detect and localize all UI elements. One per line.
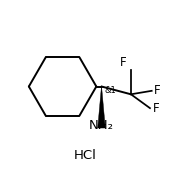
Text: HCl: HCl [74,149,97,162]
Text: F: F [120,56,127,69]
Text: &1: &1 [105,86,117,95]
Polygon shape [98,86,105,128]
Text: NH₂: NH₂ [89,119,114,132]
Text: F: F [153,102,159,115]
Text: F: F [154,84,161,97]
